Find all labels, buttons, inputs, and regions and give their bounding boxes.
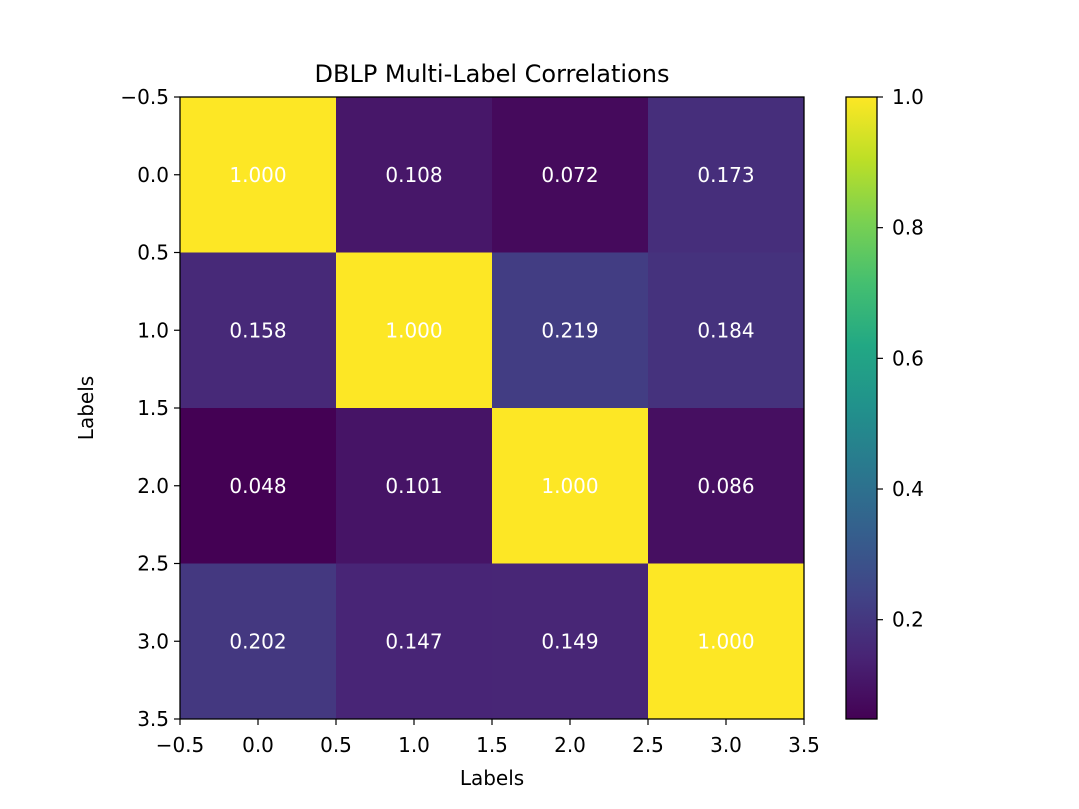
x-tick-label: 0.0 <box>242 733 274 757</box>
colorbar <box>845 96 878 720</box>
x-tick-label: 1.0 <box>398 733 430 757</box>
y-tick-label: −0.5 <box>120 85 169 109</box>
heatmap-cell <box>492 563 648 719</box>
heatmap-cell <box>180 97 336 253</box>
heatmap-cell <box>648 97 804 253</box>
heatmap-cell <box>336 97 492 253</box>
heatmap-cell-label: 0.202 <box>229 629 286 653</box>
heatmap-cell-label: 1.000 <box>697 629 754 653</box>
chart-title: DBLP Multi-Label Correlations <box>315 60 670 88</box>
y-axis-ticks: −0.5 0.0 0.5 1.0 1.5 2.0 2.5 3.0 3.5 <box>120 85 180 731</box>
colorbar-ticks: 0.2 0.4 0.6 0.8 1.0 <box>877 85 924 632</box>
y-tick-label: 3.0 <box>137 629 169 653</box>
heatmap-cell <box>648 408 804 564</box>
heatmap-cell <box>180 408 336 564</box>
colorbar-tick-label: 1.0 <box>892 85 924 109</box>
heatmap-cell <box>648 563 804 719</box>
heatmap-cell-labels: 1.000 0.108 0.072 0.173 0.158 1.000 0.219 0.184… <box>229 163 754 654</box>
y-tick-label: 3.5 <box>137 707 169 731</box>
y-tick-label: 1.5 <box>137 396 169 420</box>
heatmap-cell-label: 0.219 <box>541 318 598 342</box>
y-tick-label: 2.0 <box>137 474 169 498</box>
x-tick-label: 2.5 <box>632 733 664 757</box>
y-tick-label: 0.0 <box>137 163 169 187</box>
heatmap-cell-label: 1.000 <box>385 318 442 342</box>
heatmap-cell-label: 0.086 <box>697 474 754 498</box>
heatmap-cell-label: 0.048 <box>229 474 286 498</box>
heatmap-cell-label: 0.108 <box>385 163 442 187</box>
heatmap-cell-label: 0.158 <box>229 318 286 342</box>
heatmap-cell-label: 0.072 <box>541 163 598 187</box>
heatmap-cell-label: 0.173 <box>697 163 754 187</box>
heatmap-cell <box>492 97 648 253</box>
heatmap-cell-label: 0.101 <box>385 474 442 498</box>
heatmap-cell <box>336 563 492 719</box>
y-axis-label: Labels <box>74 376 98 440</box>
x-tick-label: 0.5 <box>320 733 352 757</box>
heatmap-cell <box>336 252 492 408</box>
heatmap-cell-label: 0.149 <box>541 629 598 653</box>
heatmap-cell <box>492 252 648 408</box>
x-tick-label: 3.5 <box>788 733 820 757</box>
x-tick-label: 2.0 <box>554 733 586 757</box>
y-tick-label: 1.0 <box>137 318 169 342</box>
x-axis-ticks: −0.5 0.0 0.5 1.0 1.5 2.0 2.5 3.0 3.5 <box>156 719 820 757</box>
x-tick-label: 3.0 <box>710 733 742 757</box>
heatmap-cell <box>648 252 804 408</box>
colorbar-tick-label: 0.4 <box>892 477 924 501</box>
heatmap-cell <box>180 252 336 408</box>
heatmap-cell <box>492 408 648 564</box>
heatmap-cell-label: 1.000 <box>229 163 286 187</box>
y-tick-label: 2.5 <box>137 552 169 576</box>
heatmap-cell <box>336 408 492 564</box>
x-tick-label: 1.5 <box>476 733 508 757</box>
heatmap-cell-label: 1.000 <box>541 474 598 498</box>
heatmap-cell-label: 0.147 <box>385 629 442 653</box>
heatmap-cell-label: 0.184 <box>697 318 754 342</box>
heatmap-cells <box>180 97 804 719</box>
y-tick-label: 0.5 <box>137 241 169 265</box>
x-axis-label: Labels <box>460 766 524 790</box>
heatmap-cell <box>180 563 336 719</box>
colorbar-tick-label: 0.2 <box>892 608 924 632</box>
colorbar-tick-label: 0.8 <box>892 216 924 240</box>
colorbar-tick-label: 0.6 <box>892 346 924 370</box>
x-tick-label: −0.5 <box>156 733 205 757</box>
